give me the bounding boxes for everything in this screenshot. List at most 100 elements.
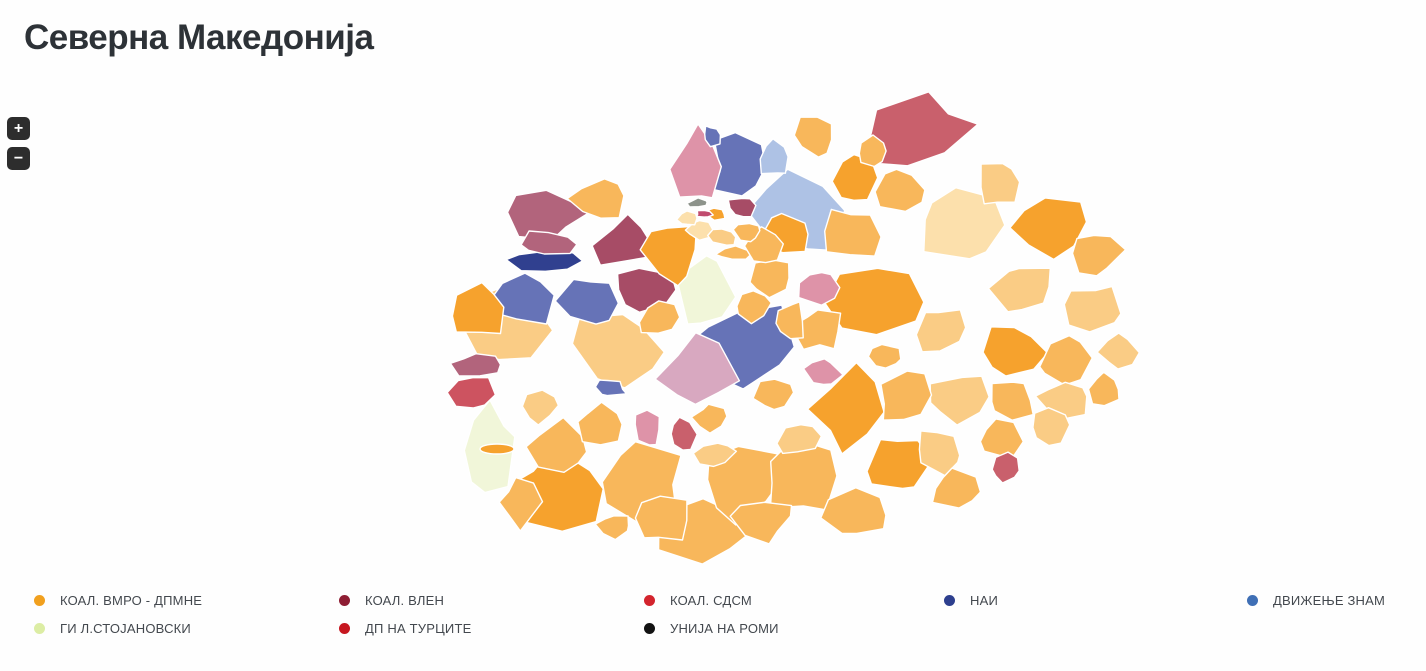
legend-item-dp-turcite[interactable]: ДП НА ТУРЦИТЕ (339, 620, 471, 637)
legend-item-vlen[interactable]: КОАЛ. ВЛЕН (339, 592, 471, 609)
map-region[interactable] (727, 197, 757, 218)
map-region[interactable] (798, 271, 841, 306)
legend-column-5: ДВИЖЕЊЕ ЗНАМ (1247, 592, 1385, 609)
map-region[interactable] (498, 476, 544, 532)
legend-label: КОАЛ. СДСМ (670, 593, 752, 608)
legend-dot-vlen (339, 595, 350, 606)
legend-label: НАИ (970, 593, 999, 608)
legend-item-unija-na-romi[interactable]: УНИЈА НА РОМИ (644, 620, 779, 637)
map-region[interactable] (736, 290, 772, 325)
map-region[interactable] (714, 245, 754, 260)
legend-column-3: КОАЛ. СДСМ УНИЈА НА РОМИ (644, 592, 779, 637)
map-region[interactable] (446, 376, 497, 409)
map-region[interactable] (729, 501, 793, 545)
map-region[interactable] (991, 381, 1034, 421)
map-region[interactable] (868, 91, 979, 167)
map-region[interactable] (634, 409, 660, 446)
map-region[interactable] (577, 401, 623, 446)
map-region[interactable] (749, 259, 790, 299)
legend-item-vmro-dpmne[interactable]: КОАЛ. ВМРО - ДПМНЕ (34, 592, 202, 609)
legend-dot-unija-na-romi (644, 623, 655, 634)
map-region[interactable] (880, 370, 933, 421)
map-region[interactable] (874, 168, 926, 213)
map-region[interactable] (931, 467, 982, 509)
legend-item-sdsm[interactable]: КОАЛ. СДСМ (644, 592, 779, 609)
legend-label: КОАЛ. ВЛЕН (365, 593, 445, 608)
legend-dot-gi-stojanovski (34, 623, 45, 634)
map-region[interactable] (686, 197, 708, 208)
map-region[interactable] (704, 125, 722, 148)
legend-item-nai[interactable]: НАИ (944, 592, 998, 609)
map-region[interactable] (591, 213, 654, 266)
legend-column-2: КОАЛ. ВЛЕН ДП НА ТУРЦИТЕ (339, 592, 471, 637)
legend-item-dvizenje-znam[interactable]: ДВИЖЕЊЕ ЗНАМ (1247, 592, 1385, 609)
legend-column-4: НАИ (944, 592, 998, 609)
map-region[interactable] (692, 442, 738, 468)
map-region[interactable] (1096, 332, 1141, 370)
map-region[interactable] (684, 219, 714, 242)
legend-column-1: КОАЛ. ВМРО - ДПМНЕ ГИ Л.СТОЈАНОВСКИ (34, 592, 202, 637)
map-region[interactable] (1071, 234, 1127, 277)
map-region[interactable] (554, 278, 620, 325)
legend-item-gi-stojanovski[interactable]: ГИ Л.СТОЈАНОВСКИ (34, 620, 202, 637)
map-region[interactable] (520, 230, 578, 255)
map-region[interactable] (594, 515, 630, 541)
map-region[interactable] (824, 208, 882, 257)
legend-label: ГИ Л.СТОЈАНОВСКИ (60, 621, 191, 636)
map-region[interactable] (1087, 371, 1120, 407)
map-region[interactable] (793, 116, 833, 158)
map-region[interactable] (696, 209, 714, 218)
map-region[interactable] (712, 131, 767, 197)
legend-dot-sdsm (644, 595, 655, 606)
legend-label: КОАЛ. ВМРО - ДПМНЕ (60, 593, 203, 608)
map-region[interactable] (806, 361, 885, 455)
zoom-in-button[interactable]: + (7, 117, 30, 140)
map-region[interactable] (1009, 197, 1088, 261)
map-region[interactable] (802, 358, 844, 386)
map-region[interactable] (776, 424, 823, 455)
map-region[interactable] (1063, 285, 1122, 333)
legend-dot-dp-turcite (339, 623, 350, 634)
map-region[interactable] (707, 228, 737, 246)
map-region[interactable] (675, 210, 698, 226)
map-region[interactable] (449, 353, 502, 377)
map-region[interactable] (479, 443, 515, 455)
map-region[interactable] (979, 418, 1024, 458)
legend-dot-nai (944, 595, 955, 606)
legend-dot-vmro-dpmne (34, 595, 45, 606)
zoom-out-button[interactable]: − (7, 147, 30, 170)
map-region[interactable] (670, 416, 698, 451)
map-region[interactable] (752, 378, 795, 411)
legend-label: УНИЈА НА РОМИ (670, 621, 779, 636)
map-region[interactable] (759, 138, 789, 175)
map-region[interactable] (915, 309, 967, 353)
map-region[interactable] (1032, 407, 1071, 447)
map-region[interactable] (775, 301, 804, 340)
map-region[interactable] (980, 162, 1021, 205)
map-region[interactable] (521, 389, 560, 426)
map-region[interactable] (639, 225, 698, 287)
map-region[interactable] (654, 332, 741, 406)
map-region[interactable] (566, 178, 625, 219)
map-region[interactable] (918, 430, 961, 477)
map-region[interactable] (820, 487, 887, 535)
map-region[interactable] (634, 495, 688, 541)
map-region[interactable] (867, 343, 902, 369)
map-region[interactable] (1038, 335, 1094, 386)
map-region[interactable] (525, 416, 588, 473)
map-region[interactable] (594, 379, 628, 397)
map-region[interactable] (982, 326, 1049, 377)
map-region[interactable] (451, 281, 505, 335)
map-region[interactable] (929, 375, 990, 426)
map-region[interactable] (866, 438, 934, 490)
map-region[interactable] (638, 300, 681, 334)
map-region[interactable] (769, 437, 838, 511)
map-region[interactable] (987, 267, 1052, 313)
map-region[interactable] (991, 451, 1020, 484)
map-region[interactable] (858, 134, 887, 168)
map-region[interactable] (732, 222, 761, 243)
map-region[interactable] (923, 186, 1006, 260)
map-region[interactable] (690, 403, 728, 434)
